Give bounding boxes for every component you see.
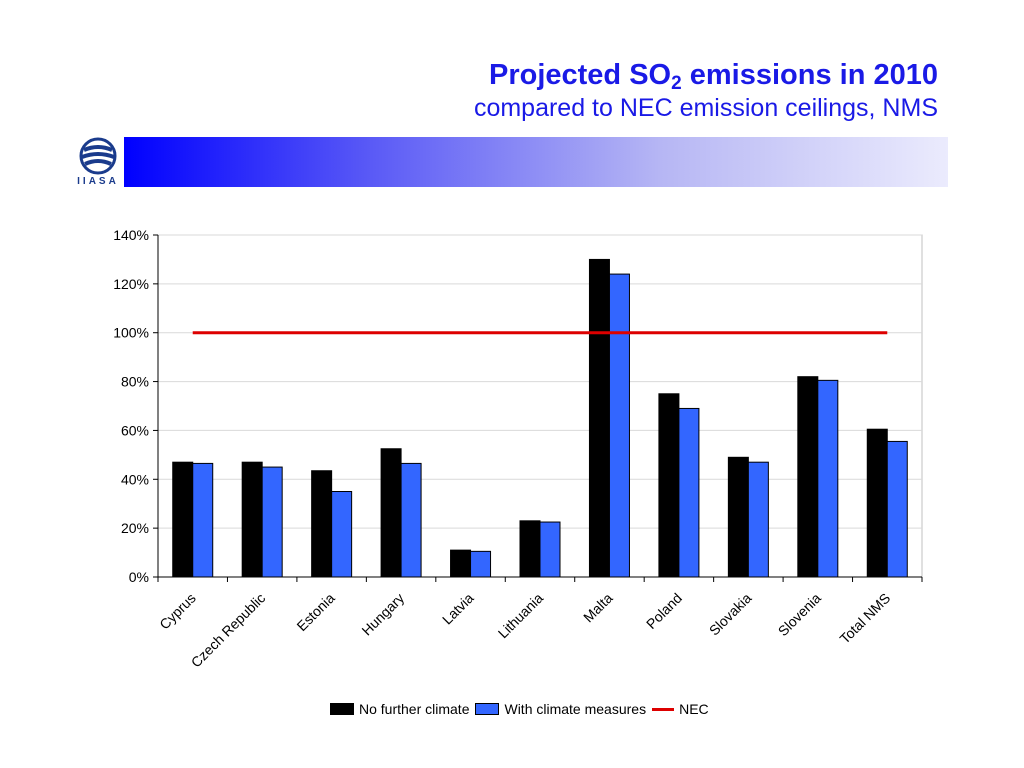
x-category-label: Total NMS	[836, 590, 893, 647]
y-tick-label: 100%	[113, 325, 149, 341]
legend-line-swatch	[652, 707, 675, 711]
logo-text: IIASA	[77, 176, 119, 187]
header-gradient-banner	[124, 137, 948, 187]
y-tick-label: 80%	[121, 374, 149, 390]
bar-no-further-climate	[450, 549, 472, 578]
x-category-label: Latvia	[439, 590, 477, 628]
bar-with-climate-measures	[747, 461, 769, 578]
chart-legend: No further climate With climate measures N…	[330, 699, 715, 719]
bar-no-further-climate	[380, 448, 402, 578]
bar-no-further-climate	[519, 520, 541, 578]
bar-no-further-climate	[797, 376, 819, 578]
title-main: Projected SO2 emissions in 2010	[488, 59, 938, 94]
x-category-label: Lithuania	[495, 590, 547, 642]
x-category-label: Malta	[580, 590, 616, 626]
y-tick-label: 20%	[121, 520, 149, 536]
bar-with-climate-measures	[678, 407, 700, 578]
y-tick-label: 140%	[113, 227, 149, 243]
bar-with-climate-measures	[470, 550, 492, 578]
y-tick-label: 0%	[129, 569, 149, 585]
x-category-label: Slovakia	[706, 590, 755, 639]
legend-swatch	[475, 703, 500, 715]
x-category-label: Cyprus	[156, 590, 199, 633]
bar-no-further-climate	[241, 461, 263, 578]
legend-label: NEC	[679, 701, 709, 717]
bar-with-climate-measures	[400, 462, 422, 578]
bar-with-climate-measures	[331, 491, 353, 578]
iiasa-globe-icon	[79, 137, 117, 175]
legend-item-nec: NEC	[652, 701, 709, 717]
bar-no-further-climate	[866, 428, 888, 578]
bar-no-further-climate	[588, 258, 610, 578]
legend-item-with-climate-measures: With climate measures	[475, 701, 646, 717]
x-category-label: Hungary	[358, 590, 407, 639]
bar-with-climate-measures	[886, 440, 908, 578]
y-tick-label: 120%	[113, 276, 149, 292]
bar-no-further-climate	[727, 456, 749, 578]
legend-label: No further climate	[359, 701, 470, 717]
slide-title: Projected SO2 emissions in 2010 compared…	[474, 58, 938, 124]
bar-no-further-climate	[658, 393, 680, 578]
bar-with-climate-measures	[608, 273, 630, 578]
legend-swatch	[330, 703, 354, 715]
y-tick-label: 40%	[121, 471, 149, 487]
legend-label: With climate measures	[504, 701, 647, 717]
x-category-label: Slovenia	[775, 590, 824, 639]
title-subtitle: compared to NEC emission ceilings, NMS	[473, 94, 938, 122]
x-category-label: Estonia	[293, 590, 337, 634]
bars	[172, 258, 908, 578]
bar-with-climate-measures	[192, 462, 214, 578]
axes	[153, 234, 923, 582]
bar-no-further-climate	[172, 461, 194, 578]
x-category-label: Czech Republic	[188, 590, 269, 671]
y-tick-label: 60%	[121, 422, 149, 438]
bar-with-climate-measures	[539, 521, 561, 578]
x-category-label: Poland	[643, 590, 685, 632]
bar-with-climate-measures	[261, 466, 283, 578]
legend-item-no-further-climate: No further climate	[330, 701, 469, 717]
bar-no-further-climate	[311, 470, 333, 578]
bar-with-climate-measures	[817, 379, 839, 578]
